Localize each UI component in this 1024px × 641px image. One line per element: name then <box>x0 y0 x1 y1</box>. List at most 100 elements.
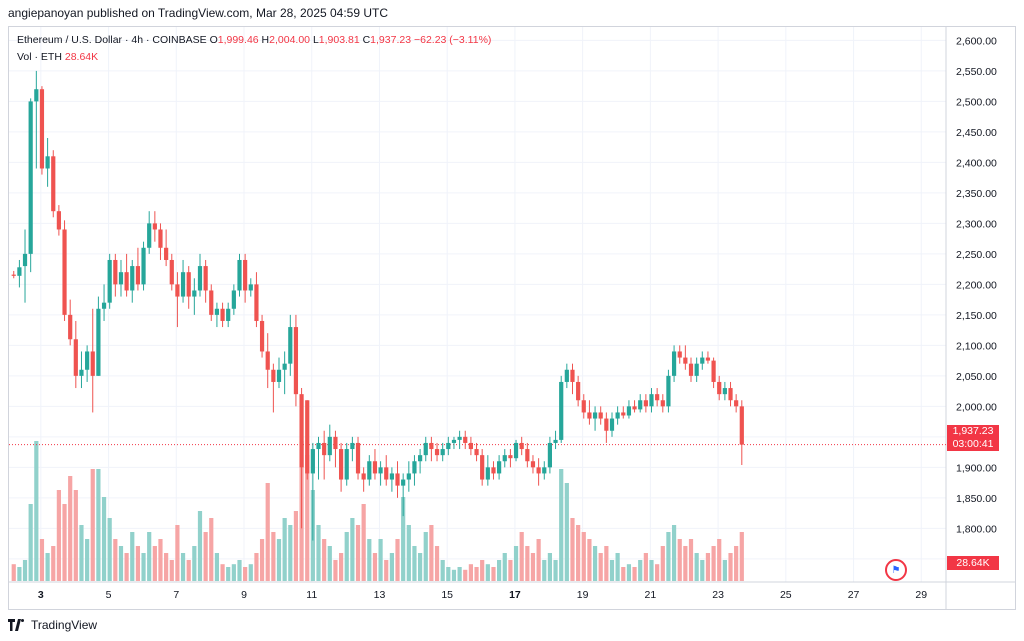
ohlc-legend: Ethereum / U.S. Dollar · 4h · COINBASE O… <box>17 34 491 46</box>
volume-bar <box>367 539 372 581</box>
candle-body <box>322 442 327 456</box>
volume-bar <box>322 539 327 581</box>
candle-body <box>34 89 39 102</box>
volume-bar <box>259 539 265 581</box>
candle-body <box>152 223 157 230</box>
volume-bar <box>220 564 225 581</box>
volume-bar <box>587 539 592 581</box>
y-tick-label: 2,200.00 <box>956 279 997 291</box>
volume-bar <box>508 560 513 581</box>
candle-body <box>446 442 451 450</box>
candle-body <box>237 259 242 291</box>
x-tick-label: 29 <box>915 589 927 601</box>
candle-body <box>101 302 107 309</box>
candle-body <box>632 406 637 410</box>
volume-bar <box>192 546 197 581</box>
candle-body <box>497 461 502 474</box>
candle-body <box>11 274 16 276</box>
volume-bar <box>135 546 141 581</box>
current-price-tag: 1,937.23 <box>947 425 999 438</box>
candle-body <box>288 327 293 364</box>
volume-bar <box>327 546 332 581</box>
volume-bar <box>175 525 180 581</box>
volume-bar <box>355 525 361 581</box>
candle-body <box>361 473 366 480</box>
publisher-line: angiepanoyan published on TradingView.co… <box>8 6 389 20</box>
volume-bar <box>152 546 157 581</box>
high-value: 2,004.00 <box>269 34 311 46</box>
volume-bar <box>440 560 445 581</box>
candle-body <box>717 381 722 395</box>
candle-body <box>660 400 665 407</box>
volume-bar <box>395 539 400 581</box>
candle-body <box>107 259 112 303</box>
volume-bar <box>547 553 552 581</box>
volume-bar <box>51 546 56 581</box>
candle-body <box>372 461 378 474</box>
x-tick-label: 3 <box>38 589 44 601</box>
candle-body <box>423 442 428 456</box>
candle-body <box>135 266 141 285</box>
candle-body <box>677 351 682 358</box>
y-tick-label: 2,250.00 <box>956 249 997 261</box>
candle-body <box>316 442 321 450</box>
candle-body <box>248 284 253 291</box>
y-tick-label: 2,150.00 <box>956 310 997 322</box>
volume-bar <box>186 560 191 581</box>
candle-body <box>643 400 648 407</box>
candle-body <box>559 381 564 440</box>
open-value: 1,999.46 <box>217 34 259 46</box>
candle-body <box>626 406 632 416</box>
volume-bar <box>130 532 135 581</box>
x-tick-label: 7 <box>173 589 179 601</box>
low-label: L <box>312 34 319 46</box>
volume-bar <box>158 539 163 581</box>
volume-bar <box>553 560 558 581</box>
volume-bar <box>271 532 276 581</box>
volume-bar <box>214 553 220 581</box>
candle-body <box>649 394 654 407</box>
candle-body <box>338 449 344 480</box>
volume-bar <box>592 546 598 581</box>
candle-body <box>79 369 84 376</box>
volume-tag: 28.64K <box>947 556 999 570</box>
volume-bar <box>118 546 124 581</box>
volume-bar <box>90 469 95 581</box>
y-tick-label: 1,800.00 <box>956 523 997 535</box>
candle-body <box>62 229 67 315</box>
chart-frame[interactable] <box>8 26 1016 610</box>
candle-body <box>344 449 349 480</box>
y-tick-label: 1,850.00 <box>956 493 997 505</box>
us-flag-icon[interactable]: ⚑ <box>885 559 907 581</box>
x-tick-label: 17 <box>509 589 521 601</box>
candle-body <box>164 247 169 260</box>
volume-bar <box>722 560 727 581</box>
candle-body <box>440 449 445 456</box>
candle-body <box>39 89 45 169</box>
candle-body <box>722 388 727 395</box>
candle-body <box>553 439 558 443</box>
volume-bar <box>474 567 479 581</box>
candle-body <box>451 439 457 443</box>
candle-body <box>513 442 519 459</box>
volume-bar <box>17 567 22 581</box>
footer-brand: TradingView <box>31 618 98 632</box>
volume-bar <box>666 532 671 581</box>
volume-value: 28.64K <box>64 51 99 63</box>
change-value: −62.23 (−3.11%) <box>413 34 492 46</box>
volume-bar <box>615 553 620 581</box>
candle-body <box>581 400 586 413</box>
volume-bar <box>683 546 688 581</box>
volume-bar <box>62 504 67 581</box>
volume-bar <box>384 560 389 581</box>
volume-bar <box>338 553 344 581</box>
low-value: 1,903.81 <box>318 34 360 46</box>
volume-bar <box>581 532 586 581</box>
candle-body <box>293 327 299 395</box>
candle-body <box>147 223 152 248</box>
volume-bar <box>412 546 417 581</box>
volume-bar <box>570 518 575 581</box>
candle-body <box>180 272 186 297</box>
candle-body <box>474 449 479 456</box>
